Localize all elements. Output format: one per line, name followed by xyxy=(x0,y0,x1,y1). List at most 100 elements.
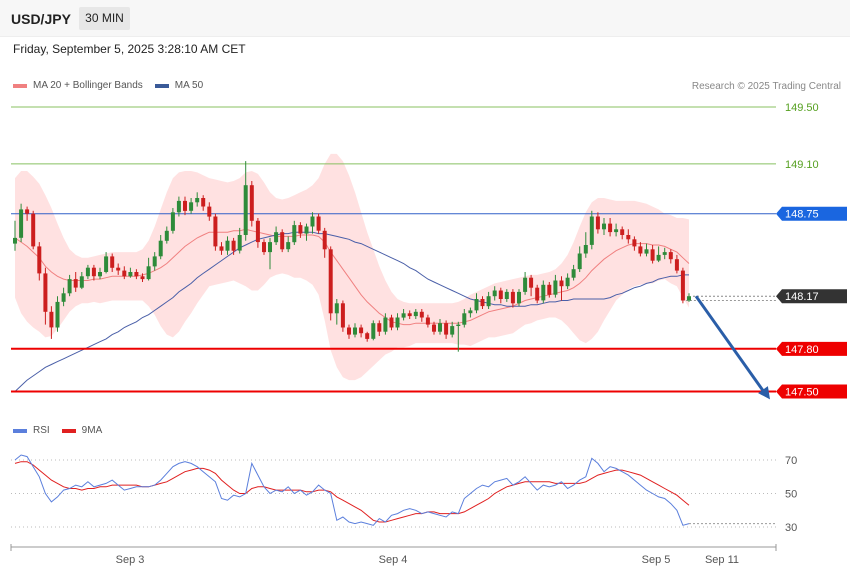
candle-body xyxy=(298,225,303,234)
price-label: 147.80 xyxy=(785,344,819,356)
legend-rsi-ma-label: 9MA xyxy=(81,425,103,436)
candle-body xyxy=(304,226,309,234)
price-label: 147.50 xyxy=(785,387,819,399)
timeframe-badge[interactable]: 30 MIN xyxy=(79,7,130,30)
candle-body xyxy=(310,216,315,227)
candle-body xyxy=(91,267,96,277)
candle-body xyxy=(547,284,552,295)
candle-body xyxy=(280,232,285,250)
candle-body xyxy=(401,313,406,318)
rsi-tick-label: 70 xyxy=(785,455,797,467)
candle-body xyxy=(608,223,613,233)
candle-body xyxy=(510,291,515,304)
rsi-tick-label: 30 xyxy=(785,522,797,534)
candle-body xyxy=(13,237,17,244)
legend-bb-label: MA 20 + Bollinger Bands xyxy=(33,80,143,91)
candle-body xyxy=(170,212,175,231)
candle-body xyxy=(468,310,473,314)
candle-body xyxy=(365,333,370,339)
level-tag-support xyxy=(776,384,847,399)
candle-body xyxy=(444,323,449,335)
candle-body xyxy=(498,290,503,299)
candle-body xyxy=(395,317,400,328)
candle-body xyxy=(104,256,109,272)
candle-body xyxy=(243,185,248,235)
candle-body xyxy=(189,202,194,211)
legend-bb: MA 20 + Bollinger Bands xyxy=(13,80,143,91)
x-tick-label: Sep 3 xyxy=(116,554,145,566)
candle-body xyxy=(110,256,115,268)
ma50-line xyxy=(14,231,689,392)
candle-body xyxy=(389,317,394,328)
x-tick-label: Sep 5 xyxy=(642,554,671,566)
candle-body xyxy=(49,311,54,328)
candle-body xyxy=(687,296,691,301)
candle-body xyxy=(474,299,479,311)
candle-body xyxy=(432,324,436,332)
candle-body xyxy=(274,232,279,243)
candle-body xyxy=(122,270,127,277)
header-bar: USD/JPY 30 MIN xyxy=(0,0,850,37)
candle-body xyxy=(55,301,60,328)
candle-body xyxy=(73,279,78,288)
candle-body xyxy=(377,323,382,332)
candle-body xyxy=(67,279,72,294)
candle-body xyxy=(292,225,297,243)
candle-body xyxy=(152,256,157,267)
candle-body xyxy=(249,185,254,221)
candle-body xyxy=(620,229,625,235)
candle-body xyxy=(164,230,169,241)
level-tag-last xyxy=(776,289,847,304)
candle-body xyxy=(407,313,412,317)
candle-body xyxy=(450,326,455,335)
candle-body xyxy=(541,284,546,301)
legend-bb-swatch xyxy=(13,83,27,88)
candle-body xyxy=(523,277,528,292)
candle-body xyxy=(116,267,121,271)
candle-body xyxy=(340,303,345,328)
rsi-tick-label: 50 xyxy=(785,489,797,501)
candle-body xyxy=(316,216,321,231)
candle-body xyxy=(674,259,679,271)
price-legend: MA 20 + Bollinger Bands MA 50 xyxy=(13,80,215,91)
candle-body xyxy=(183,200,187,211)
candle-body xyxy=(79,276,84,288)
legend-ma50-label: MA 50 xyxy=(174,80,204,91)
candle-body xyxy=(425,317,430,325)
candle-body xyxy=(419,311,424,318)
x-tick-label: Sep 11 xyxy=(705,554,739,566)
candle-body xyxy=(480,299,485,307)
candle-body xyxy=(644,249,649,254)
bollinger-band xyxy=(15,153,689,381)
research-credit: Research © 2025 Trading Central xyxy=(691,81,841,92)
candle-body xyxy=(589,216,594,245)
candle-body xyxy=(535,287,540,301)
candle-body xyxy=(614,229,619,233)
candle-body xyxy=(334,303,339,314)
candle-body xyxy=(255,220,260,243)
level-tag-support xyxy=(776,341,847,356)
candle-body xyxy=(559,280,564,287)
candle-body xyxy=(25,209,30,214)
candle-body xyxy=(680,270,685,301)
candle-body xyxy=(517,291,521,304)
candle-body xyxy=(201,198,206,207)
candle-body xyxy=(195,198,200,203)
price-label: 148.17 xyxy=(785,291,819,303)
candle-body xyxy=(219,246,224,251)
candle-body xyxy=(486,296,491,307)
candle-body xyxy=(322,230,327,250)
candle-body xyxy=(61,293,66,302)
candle-body xyxy=(140,276,145,280)
candle-body xyxy=(37,246,42,274)
candle-body xyxy=(146,266,151,280)
candle-body xyxy=(19,209,24,238)
candle-body xyxy=(492,290,497,297)
candle-body xyxy=(577,253,582,270)
candle-body xyxy=(583,245,588,254)
rsi-ma-line xyxy=(14,461,690,523)
level-tag-resistance xyxy=(776,206,847,221)
candle-body xyxy=(262,242,266,253)
candle-body xyxy=(268,242,272,253)
